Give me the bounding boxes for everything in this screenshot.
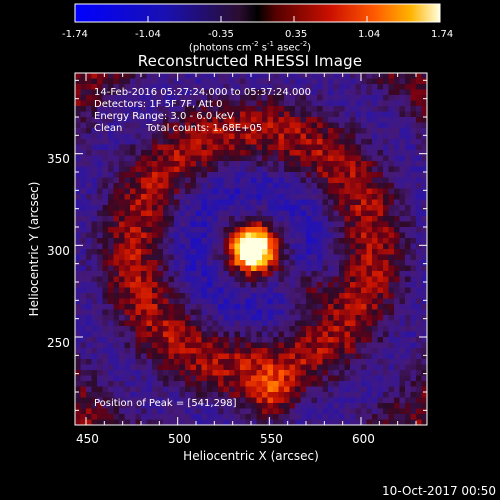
y-tick-label: 350 — [47, 152, 70, 166]
x-tick-label: 500 — [168, 432, 191, 446]
plot-title: Reconstructed RHESSI Image — [137, 52, 363, 70]
y-tick-label: 300 — [47, 244, 70, 258]
annotation-date-range: 14-Feb-2016 05:27:24.000 to 05:37:24.000 — [94, 87, 312, 98]
x-tick-label: 550 — [260, 432, 283, 446]
heatmap — [75, 73, 428, 426]
y-axis-label: Heliocentric Y (arcsec) — [27, 181, 41, 317]
annotation-peak-position: Position of Peak = [541,298] — [94, 398, 237, 409]
colorbar-tick-label: -1.04 — [135, 29, 161, 40]
annotation-total-counts: Total counts: 1.68E+05 — [146, 123, 263, 134]
x-axis-label: Heliocentric X (arcsec) — [183, 449, 319, 463]
footer-date: 10-Oct-2017 00:50 — [382, 484, 496, 498]
annotation-energy-range: Energy Range: 3.0 - 6.0 keV — [94, 111, 234, 122]
colorbar-ticks — [74, 16, 441, 22]
colorbar-tick-label: -0.35 — [208, 29, 234, 40]
colorbar-unit-label: (photons cm-2 s-1 asec-2) — [188, 40, 312, 54]
colorbar-tick-label: -1.74 — [62, 29, 88, 40]
axis-ticks — [75, 73, 427, 425]
colorbar-tick-label: 1.74 — [431, 29, 454, 40]
annotation-detectors: Detectors: 1F 5F 7F, Att 0 — [94, 99, 223, 110]
x-tick-label: 600 — [352, 432, 375, 446]
colorbar-tick-label: 1.04 — [358, 29, 381, 40]
y-tick-label: 250 — [47, 336, 70, 350]
annotation-clean: Clean — [94, 123, 123, 134]
image-plot — [74, 72, 428, 426]
colorbar-tick-label: 0.35 — [285, 29, 308, 40]
colorbar — [74, 3, 441, 23]
x-tick-label: 450 — [76, 432, 99, 446]
